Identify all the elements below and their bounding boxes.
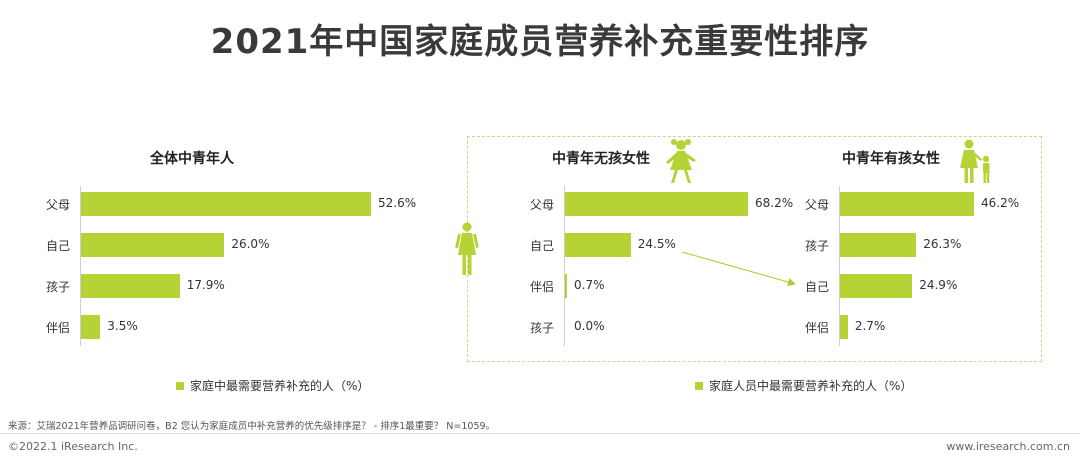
category-label: 父母 xyxy=(45,198,70,212)
bar xyxy=(81,315,101,339)
panel-title-all: 全体中青年人 xyxy=(150,151,234,167)
bar xyxy=(565,233,631,257)
legend-left: 家庭中最需要营养补充的人（%） xyxy=(176,377,369,394)
bar xyxy=(840,315,848,339)
category-label: 孩子 xyxy=(529,321,554,335)
bar xyxy=(840,233,917,257)
y-axis-line xyxy=(80,186,81,346)
page-title: 2021年中国家庭成员营养补充重要性排序 xyxy=(210,22,870,62)
value-label: 26.0% xyxy=(231,237,270,251)
value-label: 46.2% xyxy=(981,196,1020,210)
category-label: 孩子 xyxy=(45,280,70,294)
category-label: 自己 xyxy=(804,280,829,294)
bar xyxy=(81,192,371,216)
category-label: 自己 xyxy=(45,239,70,253)
value-label: 52.6% xyxy=(378,196,417,210)
bar xyxy=(565,274,567,298)
category-label: 父母 xyxy=(804,198,829,212)
copyright: ©2022.1 iResearch Inc. xyxy=(8,440,138,453)
category-label: 伴侣 xyxy=(529,280,554,294)
y-axis-line xyxy=(839,186,840,346)
category-label: 自己 xyxy=(529,239,554,253)
value-label: 0.7% xyxy=(574,278,605,292)
source-note: 来源：艾瑞2021年营养品调研问卷，B2 您认为家庭成员中补充营养的优先级排序是… xyxy=(8,421,496,432)
legend-right: 家庭人员中最需要营养补充的人（%） xyxy=(695,377,912,394)
value-label: 24.9% xyxy=(919,278,958,292)
value-label: 17.9% xyxy=(186,278,225,292)
bar xyxy=(81,274,180,298)
value-label: 2.7% xyxy=(854,319,886,333)
girl-icon xyxy=(666,139,696,183)
y-axis-line xyxy=(564,186,565,346)
panel-title-with-child: 中青年有孩女性 xyxy=(842,151,940,167)
bar xyxy=(565,192,748,216)
value-label: 0.0% xyxy=(574,319,605,333)
footer-divider xyxy=(0,433,1080,434)
legend-swatch xyxy=(176,382,184,390)
value-label: 3.5% xyxy=(107,319,138,333)
mother-child-icon xyxy=(960,139,990,183)
value-label: 26.3% xyxy=(923,237,962,251)
bar xyxy=(81,233,225,257)
category-label: 父母 xyxy=(529,198,554,212)
legend-right-label: 家庭人员中最需要营养补充的人（%） xyxy=(709,379,913,393)
bar xyxy=(840,274,913,298)
legend-swatch xyxy=(695,382,703,390)
category-label: 伴侣 xyxy=(45,321,70,335)
legend-left-label: 家庭中最需要营养补充的人（%） xyxy=(190,379,370,393)
website-link[interactable]: www.iresearch.com.cn xyxy=(946,440,1070,453)
category-label: 孩子 xyxy=(804,239,829,253)
panel-title-no-child: 中青年无孩女性 xyxy=(552,151,650,167)
category-label: 伴侣 xyxy=(804,321,829,335)
value-label: 24.5% xyxy=(637,237,676,251)
woman-icon xyxy=(455,222,479,275)
value-label: 68.2% xyxy=(755,196,794,210)
bar xyxy=(840,192,974,216)
